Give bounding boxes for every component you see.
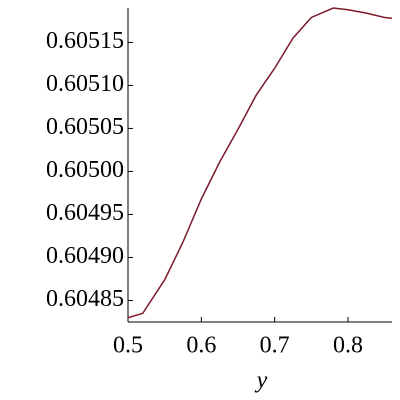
y-tick-label: 0.60505 bbox=[46, 114, 124, 140]
x-tick-label: 0.6 bbox=[186, 333, 216, 359]
y-tick-label: 0.60500 bbox=[46, 157, 124, 183]
x-tick-label: 0.7 bbox=[260, 333, 290, 359]
y-tick-label: 0.60485 bbox=[46, 286, 124, 312]
y-tick-label: 0.60510 bbox=[46, 71, 124, 97]
y-tick-label: 0.60515 bbox=[46, 28, 124, 54]
y-tick-label: 0.60495 bbox=[46, 200, 124, 226]
x-tick-label: 0.5 bbox=[113, 333, 143, 359]
y-tick-label: 0.60490 bbox=[46, 243, 124, 269]
x-axis-label: y bbox=[255, 368, 268, 394]
x-tick-label: 0.8 bbox=[333, 333, 363, 359]
curve bbox=[127, 7, 393, 319]
